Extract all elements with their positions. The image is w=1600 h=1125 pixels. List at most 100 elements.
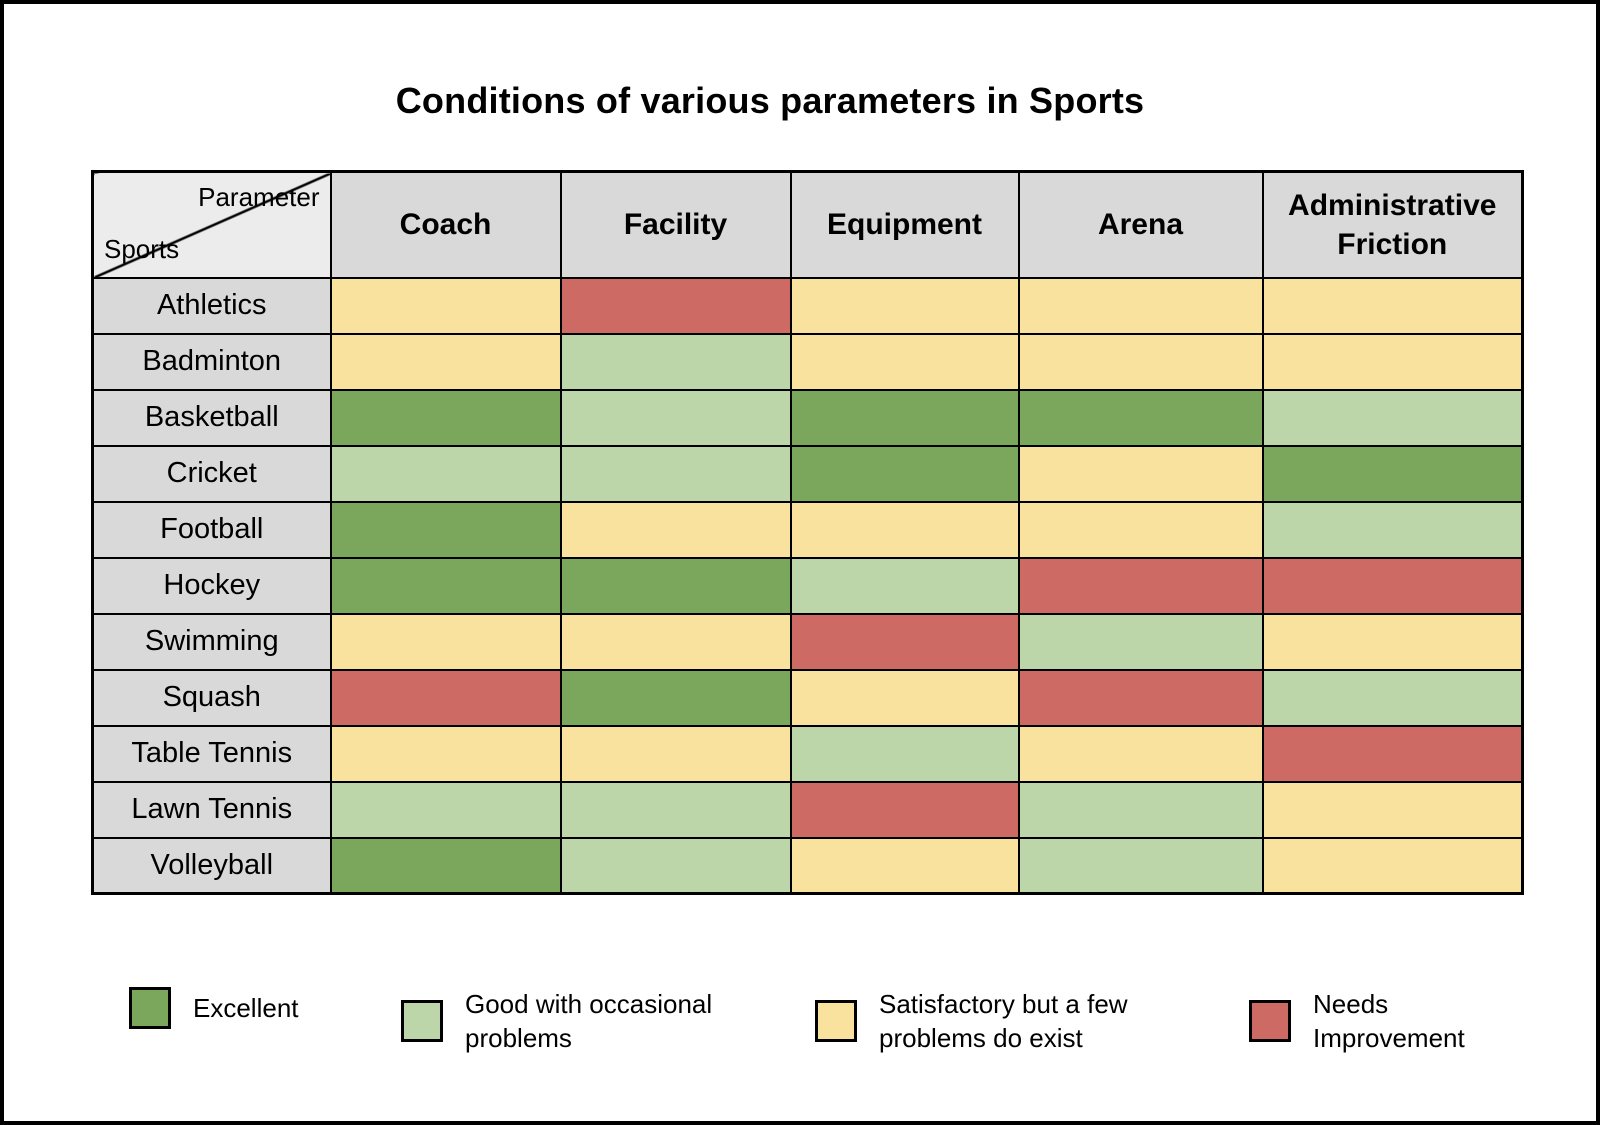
- cell-football-facility: [559, 500, 792, 559]
- table-body: Athletics Badminton Basketball Cricket Footb…: [91, 276, 1524, 895]
- page-title: Conditions of various parameters in Spor…: [395, 80, 1145, 121]
- legend-item-good: Good with occasional problems: [401, 987, 765, 1055]
- cell-squash-facility: [559, 668, 792, 727]
- cell-badminton-coach: [329, 332, 562, 391]
- cell-basketball-arena: [1017, 388, 1264, 447]
- cell-hockey-arena: [1017, 556, 1264, 615]
- legend: Excellent Good with occasional problems Sa…: [4, 987, 1600, 1077]
- cell-volleyball-arena: [1017, 836, 1264, 895]
- column-header-facility: Facility: [559, 170, 792, 279]
- column-header-coach: Coach: [329, 170, 562, 279]
- cell-lawn-tennis-coach: [329, 780, 562, 839]
- cell-swimming-administrative-friction: [1261, 612, 1524, 671]
- legend-item-satisfactory: Satisfactory but a few problems do exist: [815, 987, 1194, 1055]
- cell-squash-coach: [329, 668, 562, 727]
- cell-football-administrative-friction: [1261, 500, 1524, 559]
- cell-swimming-facility: [559, 612, 792, 671]
- table-row-lawn-tennis: Lawn Tennis: [91, 780, 1524, 839]
- table-row-hockey: Hockey: [91, 556, 1524, 615]
- legend-label-good: Good with occasional problems: [465, 989, 713, 1053]
- row-label-hockey: Hockey: [91, 556, 332, 615]
- table-row-football: Football: [91, 500, 1524, 559]
- corner-sports-label: Sports: [104, 233, 180, 264]
- row-label-cricket: Cricket: [91, 444, 332, 503]
- cell-athletics-administrative-friction: [1261, 276, 1524, 335]
- cell-lawn-tennis-administrative-friction: [1261, 780, 1524, 839]
- legend-swatch-excellent: [129, 987, 171, 1029]
- cell-athletics-facility: [559, 276, 792, 335]
- cell-athletics-equipment: [789, 276, 1020, 335]
- table-row-squash: Squash: [91, 668, 1524, 727]
- row-label-squash: Squash: [91, 668, 332, 727]
- cell-lawn-tennis-arena: [1017, 780, 1264, 839]
- cell-table-tennis-equipment: [789, 724, 1020, 783]
- legend-swatch-needs-improvement: [1249, 1000, 1291, 1042]
- cell-hockey-facility: [559, 556, 792, 615]
- cell-cricket-administrative-friction: [1261, 444, 1524, 503]
- cell-table-tennis-administrative-friction: [1261, 724, 1524, 783]
- cell-athletics-arena: [1017, 276, 1264, 335]
- cell-cricket-arena: [1017, 444, 1264, 503]
- cell-squash-arena: [1017, 668, 1264, 727]
- cell-basketball-administrative-friction: [1261, 388, 1524, 447]
- legend-swatch-good: [401, 1000, 443, 1042]
- cell-hockey-equipment: [789, 556, 1020, 615]
- legend-label-needs-improvement: Needs Improvement: [1313, 989, 1465, 1053]
- column-header-arena: Arena: [1017, 170, 1264, 279]
- cell-swimming-coach: [329, 612, 562, 671]
- row-label-table-tennis: Table Tennis: [91, 724, 332, 783]
- table-row-swimming: Swimming: [91, 612, 1524, 671]
- cell-swimming-equipment: [789, 612, 1020, 671]
- cell-athletics-coach: [329, 276, 562, 335]
- cell-cricket-equipment: [789, 444, 1020, 503]
- cell-badminton-facility: [559, 332, 792, 391]
- row-label-volleyball: Volleyball: [91, 836, 332, 895]
- table-row-athletics: Athletics: [91, 276, 1524, 335]
- row-label-lawn-tennis: Lawn Tennis: [91, 780, 332, 839]
- cell-cricket-facility: [559, 444, 792, 503]
- sports-ratings-table: Parameter Sports Coach Facility Equipment A…: [91, 170, 1524, 895]
- cell-football-arena: [1017, 500, 1264, 559]
- cell-squash-administrative-friction: [1261, 668, 1524, 727]
- column-header-equipment: Equipment: [789, 170, 1020, 279]
- cell-volleyball-facility: [559, 836, 792, 895]
- cell-squash-equipment: [789, 668, 1020, 727]
- cell-swimming-arena: [1017, 612, 1264, 671]
- cell-table-tennis-coach: [329, 724, 562, 783]
- cell-volleyball-coach: [329, 836, 562, 895]
- cell-volleyball-administrative-friction: [1261, 836, 1524, 895]
- cell-badminton-arena: [1017, 332, 1264, 391]
- cell-basketball-coach: [329, 388, 562, 447]
- cell-lawn-tennis-facility: [559, 780, 792, 839]
- table-row-volleyball: Volleyball: [91, 836, 1524, 895]
- header-row: Parameter Sports Coach Facility Equipment A…: [91, 170, 1524, 279]
- cell-hockey-coach: [329, 556, 562, 615]
- cell-basketball-equipment: [789, 388, 1020, 447]
- cell-football-equipment: [789, 500, 1020, 559]
- legend-label-excellent: Excellent: [193, 993, 299, 1023]
- table-row-cricket: Cricket: [91, 444, 1524, 503]
- cell-basketball-facility: [559, 388, 792, 447]
- corner-cell: Parameter Sports: [91, 170, 332, 279]
- legend-label-satisfactory: Satisfactory but a few problems do exist: [879, 989, 1128, 1053]
- row-label-swimming: Swimming: [91, 612, 332, 671]
- cell-badminton-equipment: [789, 332, 1020, 391]
- table-row-table-tennis: Table Tennis: [91, 724, 1524, 783]
- legend-swatch-satisfactory: [815, 1000, 857, 1042]
- cell-hockey-administrative-friction: [1261, 556, 1524, 615]
- cell-badminton-administrative-friction: [1261, 332, 1524, 391]
- corner-parameter-label: Parameter: [198, 182, 320, 212]
- legend-item-excellent: Excellent: [129, 987, 299, 1029]
- row-label-athletics: Athletics: [91, 276, 332, 335]
- row-label-basketball: Basketball: [91, 388, 332, 447]
- table-header: Parameter Sports Coach Facility Equipment A…: [91, 170, 1524, 279]
- column-header-administrative-friction: Administrative Friction: [1261, 170, 1524, 279]
- cell-football-coach: [329, 500, 562, 559]
- table-row-basketball: Basketball: [91, 388, 1524, 447]
- cell-table-tennis-facility: [559, 724, 792, 783]
- row-label-badminton: Badminton: [91, 332, 332, 391]
- cell-table-tennis-arena: [1017, 724, 1264, 783]
- cell-volleyball-equipment: [789, 836, 1020, 895]
- table-row-badminton: Badminton: [91, 332, 1524, 391]
